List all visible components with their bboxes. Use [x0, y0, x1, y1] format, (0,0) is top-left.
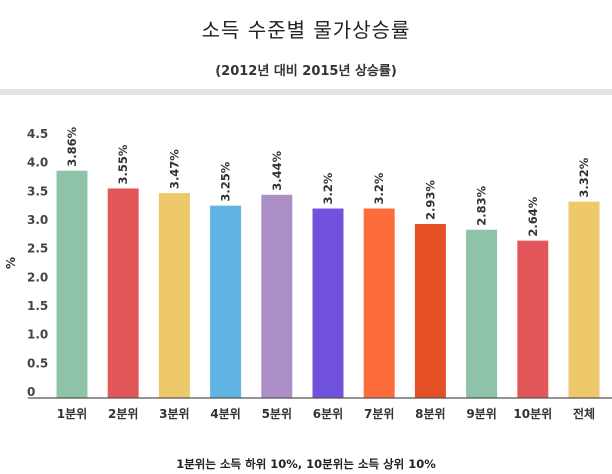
value-label: 2.93%: [423, 180, 437, 220]
x-tick-label: 6분위: [313, 407, 343, 421]
value-label: 3.25%: [219, 161, 233, 201]
y-tick-label: 4.0: [27, 156, 48, 170]
chart-footnote: 1분위는 소득 하위 10%, 10분위는 소득 상위 10%: [176, 457, 436, 471]
value-label: 3.86%: [65, 126, 79, 166]
x-tick-label: 1분위: [57, 407, 87, 421]
value-label: 2.64%: [526, 196, 540, 236]
bar: [261, 194, 293, 398]
x-axis-ticks: 1분위 2분위 3분위 4분위 5분위 6분위 7분위 8분위 9분위 10분위 전체: [57, 406, 595, 421]
bar: [517, 240, 549, 398]
x-tick-label: 4분위: [210, 407, 240, 421]
bar: [56, 170, 88, 398]
y-axis-label: %: [4, 257, 18, 269]
bar: [466, 229, 498, 398]
y-tick-label: 2.5: [27, 242, 48, 256]
x-tick-label: 5분위: [262, 407, 292, 421]
chart-title: 소득 수준별 물가상승률: [201, 18, 411, 42]
value-label: 3.55%: [116, 144, 130, 184]
bar: [568, 201, 600, 398]
x-tick-label: 전체: [573, 406, 595, 421]
x-tick-label: 2분위: [108, 407, 138, 421]
bar: [414, 224, 446, 398]
y-tick-label: 0: [27, 385, 35, 399]
bar: [158, 193, 190, 398]
value-label: 3.47%: [167, 149, 181, 189]
y-tick-label: 2.0: [27, 270, 48, 284]
x-tick-label: 10분위: [513, 407, 552, 421]
y-tick-label: 3.0: [27, 213, 48, 227]
bar: [363, 208, 395, 398]
bar: [312, 208, 344, 398]
value-label: 2.83%: [475, 185, 489, 225]
y-tick-label: 1.5: [27, 299, 48, 313]
value-label: 3.2%: [321, 172, 335, 204]
x-tick-label: 3분위: [159, 407, 189, 421]
value-labels: 3.86% 3.55% 3.47% 3.25% 3.44% 3.2% 3.2% 2.93% 2.…: [65, 126, 591, 236]
chart-subtitle: (2012년 대비 2015년 상승률): [215, 64, 397, 79]
header-divider: [0, 89, 612, 95]
y-axis-ticks: 0 0.5 1.0 1.5 2.0 2.5 3.0 3.5 4.0 4.5: [27, 127, 48, 399]
value-label: 3.2%: [372, 172, 386, 204]
y-tick-label: 0.5: [27, 356, 48, 370]
value-label: 3.32%: [577, 157, 591, 197]
x-tick-label: 8분위: [415, 407, 445, 421]
y-tick-label: 1.0: [27, 328, 48, 342]
y-tick-label: 3.5: [27, 184, 48, 198]
bar: [210, 205, 242, 398]
bars: [56, 170, 600, 398]
x-tick-label: 9분위: [466, 407, 496, 421]
x-tick-label: 7분위: [364, 407, 394, 421]
bar: [107, 188, 139, 398]
y-tick-label: 4.5: [27, 127, 48, 141]
value-label: 3.44%: [270, 150, 284, 190]
